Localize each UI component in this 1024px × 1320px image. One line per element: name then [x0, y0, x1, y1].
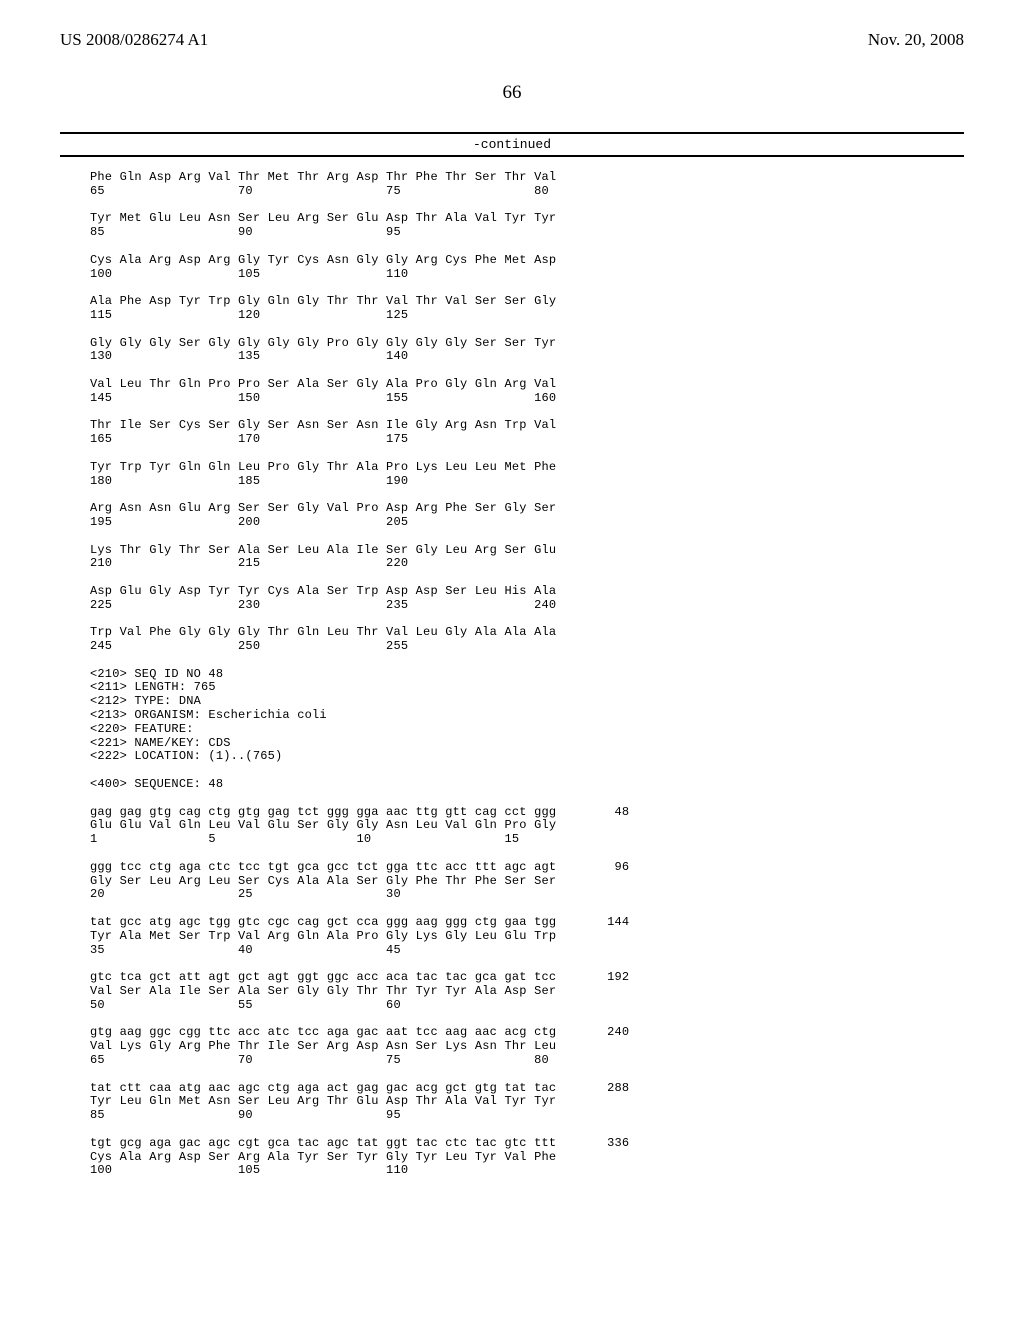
dna-position: 240 — [556, 1026, 629, 1040]
dna-codons: tat ctt caa atg aac agc ctg aga act gag … — [90, 1082, 556, 1096]
dna-row: ggg tcc ctg aga ctc tcc tgt gca gcc tct … — [90, 861, 964, 875]
dna-position-row: 1 5 10 15 — [90, 833, 964, 847]
dna-position-row: 85 90 95 — [90, 1109, 964, 1123]
dna-position-row: 50 55 60 — [90, 999, 964, 1013]
page-container: US 2008/0286274 A1 Nov. 20, 2008 66 -con… — [0, 0, 1024, 1232]
dna-row: tat ctt caa atg aac agc ctg aga act gag … — [90, 1082, 964, 1096]
continued-divider: -continued — [60, 132, 964, 157]
dna-position: 288 — [556, 1082, 629, 1096]
publication-number: US 2008/0286274 A1 — [60, 30, 208, 50]
dna-position: 144 — [556, 916, 629, 930]
dna-position: 192 — [556, 971, 629, 985]
dna-translation: Tyr Ala Met Ser Trp Val Arg Gln Ala Pro … — [90, 930, 964, 944]
dna-position: 96 — [556, 861, 629, 875]
dna-translation: Val Ser Ala Ile Ser Ala Ser Gly Gly Thr … — [90, 985, 964, 999]
dna-translation: Cys Ala Arg Asp Ser Arg Ala Tyr Ser Tyr … — [90, 1151, 964, 1165]
dna-codons: gag gag gtg cag ctg gtg gag tct ggg gga … — [90, 806, 556, 820]
continued-label: -continued — [60, 137, 964, 152]
dna-row: gtc tca gct att agt gct agt ggt ggc acc … — [90, 971, 964, 985]
dna-position: 336 — [556, 1137, 629, 1151]
dna-row: gtg aag ggc cgg ttc acc atc tcc aga gac … — [90, 1026, 964, 1040]
dna-codons: tat gcc atg agc tgg gtc cgc cag gct cca … — [90, 916, 556, 930]
dna-row: tgt gcg aga gac agc cgt gca tac agc tat … — [90, 1137, 964, 1151]
dna-position: 48 — [556, 806, 629, 820]
sequence-listing: Phe Gln Asp Arg Val Thr Met Thr Arg Asp … — [90, 171, 964, 1192]
dna-position-row: 35 40 45 — [90, 944, 964, 958]
dna-translation: Glu Glu Val Gln Leu Val Glu Ser Gly Gly … — [90, 819, 964, 833]
dna-codons: tgt gcg aga gac agc cgt gca tac agc tat … — [90, 1137, 556, 1151]
dna-row: gag gag gtg cag ctg gtg gag tct ggg gga … — [90, 806, 964, 820]
dna-codons: ggg tcc ctg aga ctc tcc tgt gca gcc tct … — [90, 861, 556, 875]
dna-position-row: 100 105 110 — [90, 1164, 964, 1178]
dna-row: tat gcc atg agc tgg gtc cgc cag gct cca … — [90, 916, 964, 930]
publication-date: Nov. 20, 2008 — [868, 30, 964, 50]
dna-codons: gtg aag ggc cgg ttc acc atc tcc aga gac … — [90, 1026, 556, 1040]
dna-position-row: 20 25 30 — [90, 888, 964, 902]
dna-codons: gtc tca gct att agt gct agt ggt ggc acc … — [90, 971, 556, 985]
page-header: US 2008/0286274 A1 Nov. 20, 2008 — [60, 30, 964, 50]
dna-translation: Val Lys Gly Arg Phe Thr Ile Ser Arg Asp … — [90, 1040, 964, 1054]
page-number: 66 — [60, 82, 964, 104]
dna-translation: Tyr Leu Gln Met Asn Ser Leu Arg Thr Glu … — [90, 1095, 964, 1109]
dna-translation: Gly Ser Leu Arg Leu Ser Cys Ala Ala Ser … — [90, 875, 964, 889]
dna-position-row: 65 70 75 80 — [90, 1054, 964, 1068]
